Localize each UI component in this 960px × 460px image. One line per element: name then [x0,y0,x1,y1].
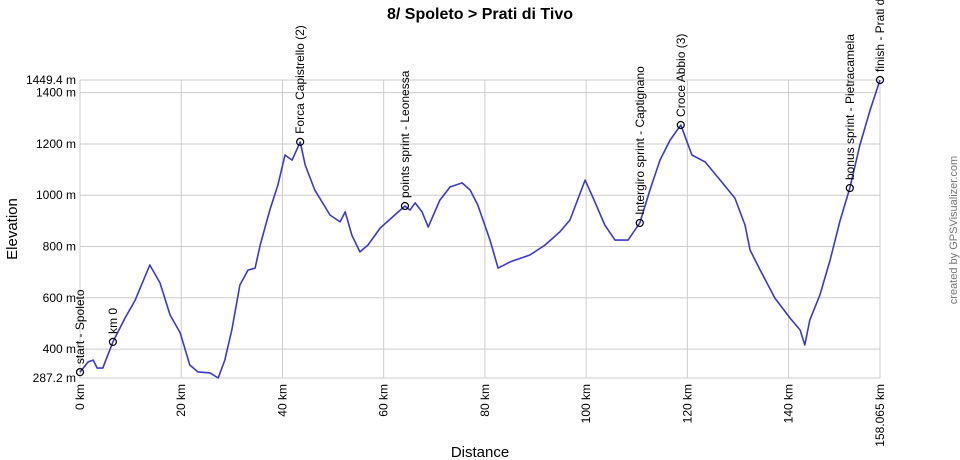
waypoint-label: Croce Abbio (3) [674,34,688,117]
waypoint-marker [676,120,685,130]
x-tick-label: 120 km [680,384,694,423]
waypoint-label: Intergiro sprint - Captignano [633,66,647,215]
x-axis-label: Distance [451,444,509,460]
waypoint-marker [400,201,410,211]
x-tick-label: 40 km [275,384,289,417]
y-tick-label: 400 m [43,342,76,356]
elevation-line [79,79,881,379]
x-tick-label: 20 km [174,384,188,417]
y-axis-label: Elevation [4,198,21,260]
y-tick-label: 1000 m [36,188,76,202]
x-tick-label: 158.065 km [873,384,887,447]
x-tick-label: 0 km [73,384,87,410]
credit: created by GPSVisualizer.com [948,156,960,304]
y-tick-label: 600 m [43,291,76,305]
waypoint-label: bonus sprint - Pietracamela [843,34,857,180]
waypoint-marker [845,183,854,193]
x-tick-label: 80 km [478,384,492,417]
waypoint-label: start - Spoleto [73,289,87,364]
waypoint-label: Forca Capistrello (2) [293,25,307,134]
plot-area: 287.2 m 400 m 600 m 800 m 1000 m 1200 m 1400 m… [26,0,887,447]
waypoint-marker [108,337,117,346]
y-tick-label: 800 m [43,240,76,254]
waypoint-label: finish - Prati di Tivo [873,0,887,72]
waypoint-marker [875,75,885,85]
x-tick-label: 100 km [579,384,593,423]
waypoint-label: points sprint - Leonessa [398,70,412,198]
y-tick-label: 1200 m [36,137,76,151]
y-tick-label: 1449.4 m [26,73,76,87]
waypoint-label: km 0 [106,308,120,334]
y-tick-label: 1400 m [36,86,76,100]
waypoint-marker [75,368,85,377]
chart-title: 8/ Spoleto > Prati di Tivo [387,6,573,23]
waypoint-marker [635,218,644,228]
y-tick-label: 287.2 m [33,371,76,385]
x-tick-label: 140 km [782,384,796,423]
x-tick-label: 60 km [377,384,391,417]
waypoint-marker [296,137,305,146]
